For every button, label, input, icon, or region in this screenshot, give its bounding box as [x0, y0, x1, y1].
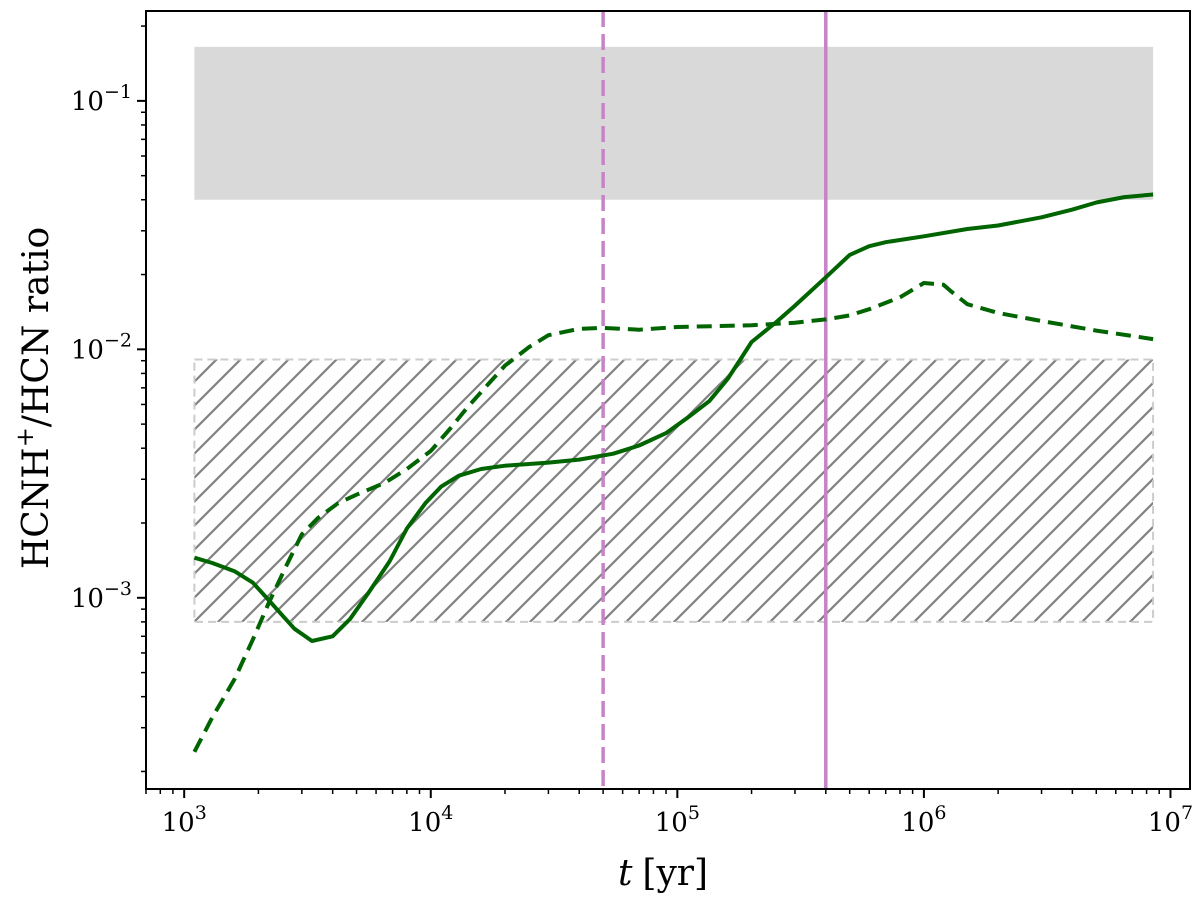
band-0: [194, 46, 1154, 200]
x-axis-unit: [yr]: [642, 853, 708, 894]
series-layer: [192, 192, 1154, 753]
vlines-layer: [601, 11, 828, 789]
x-tick-label: 104: [408, 802, 453, 838]
band-1: [193, 358, 1155, 623]
y-axis-title-rest: /HCN ratio: [16, 227, 57, 427]
y-tick-label: 10−3: [71, 578, 132, 614]
x-tick-label: 103: [162, 802, 207, 838]
x-axis-ticks: 103 104 105 106 107: [145, 789, 1193, 838]
x-tick-label: 105: [655, 802, 700, 838]
y-axis-title-main: HCNH: [16, 447, 57, 569]
x-tick-label: 107: [1148, 802, 1193, 838]
x-axis-title: t [yr]: [618, 853, 708, 894]
series-line-1: [192, 281, 1154, 753]
x-axis-variable: t: [618, 853, 633, 894]
x-tick-label: 106: [901, 802, 946, 838]
series-line-0: [193, 192, 1154, 643]
y-tick-label: 10−1: [71, 81, 132, 117]
y-axis-title-sup: +: [11, 427, 39, 447]
bands-layer: [193, 46, 1155, 623]
y-tick-label: 10−2: [71, 329, 132, 365]
y-axis-ticks: 10−3 10−2 10−1: [71, 25, 146, 773]
y-axis-title: HCNH+/HCN ratio: [11, 227, 57, 569]
plot-frame: [145, 10, 1191, 790]
